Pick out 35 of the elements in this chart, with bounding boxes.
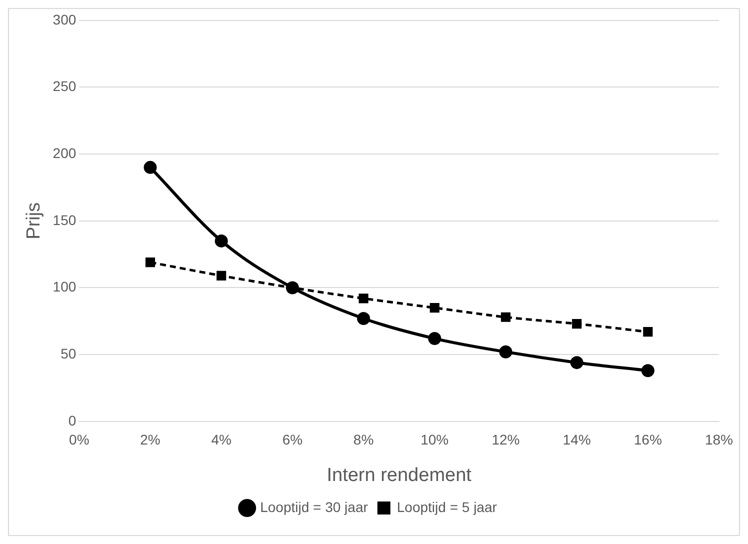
point	[430, 303, 440, 313]
x-axis-title: Intern rendement	[326, 464, 472, 486]
x-tick-label: 18%	[704, 432, 734, 448]
legend-label: Looptijd = 30 jaar	[260, 498, 368, 515]
y-tick-label: 50	[60, 345, 76, 362]
x-tick-label: 8%	[353, 432, 374, 448]
x-tick-label: 6%	[282, 432, 303, 448]
point	[216, 270, 226, 280]
x-tick-label: 16%	[634, 432, 662, 448]
point	[643, 327, 653, 337]
point	[358, 294, 368, 304]
y-tick-label: 100	[52, 278, 76, 295]
point	[145, 258, 156, 268]
x-tick-label: 2%	[140, 432, 160, 448]
y-tick-label: 0	[68, 412, 76, 428]
y-tick-label: 150	[52, 212, 76, 228]
y-tick-label: 250	[52, 78, 76, 94]
point	[357, 312, 370, 325]
point	[500, 312, 511, 322]
point	[214, 234, 228, 248]
y-tick-label: 200	[52, 144, 76, 161]
x-tick-label: 12%	[492, 432, 520, 448]
point	[570, 356, 584, 370]
x-tick-label: 4%	[211, 432, 232, 448]
point	[499, 345, 512, 358]
point	[572, 319, 582, 329]
point	[428, 332, 442, 346]
point	[144, 160, 157, 174]
x-tick-label: 10%	[420, 432, 449, 448]
x-tick-label: 0%	[69, 432, 90, 448]
y-tick-label: 300	[52, 11, 76, 28]
legend-label: Looptijd = 5 jaar	[396, 498, 498, 515]
y-axis-title: Prijs	[24, 202, 45, 240]
x-tick-label: 14%	[562, 432, 591, 448]
point	[641, 364, 654, 378]
